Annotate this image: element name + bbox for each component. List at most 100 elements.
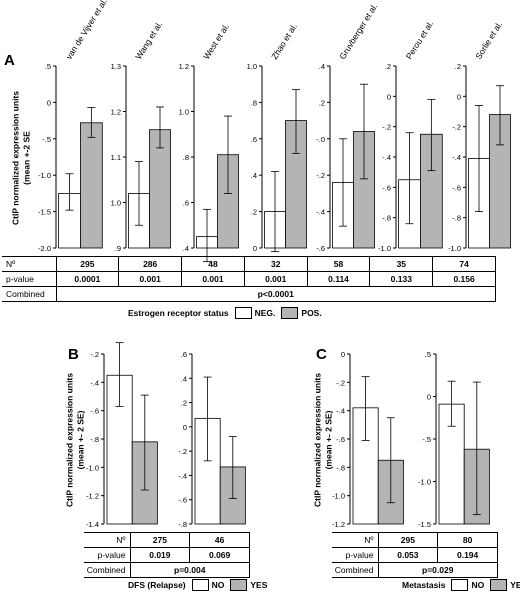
panel-label-c: C bbox=[316, 346, 327, 363]
y-tick-label: -.4 bbox=[336, 407, 345, 416]
y-tick-label: .4 bbox=[183, 244, 189, 253]
p-cell: 0.053 bbox=[377, 547, 439, 563]
y-tick-label: 0 bbox=[47, 98, 51, 107]
y-tick-label: .2 bbox=[385, 62, 391, 71]
y-tick-label: -1.0 bbox=[378, 244, 391, 253]
y-tick-label: 0 bbox=[341, 350, 345, 359]
y-tick-label: 1.0 bbox=[247, 62, 257, 71]
legend-label-no: NO bbox=[211, 580, 225, 590]
table-row: Nº 275 46 bbox=[84, 532, 250, 548]
p-cell: 0.133 bbox=[369, 271, 434, 287]
y-tick-label: -.2 bbox=[90, 350, 99, 359]
legend-swatch-neg bbox=[234, 307, 252, 319]
legend-title: Estrogen receptor status bbox=[128, 308, 229, 318]
n-label: Nº bbox=[84, 532, 131, 548]
y-tick-label: -1.5 bbox=[38, 208, 51, 217]
panel-a-legend: Estrogen receptor status NEG. POS. bbox=[128, 307, 322, 319]
y-tick-label: -.4 bbox=[452, 153, 461, 162]
panel-b-table: Nº 275 46 p-value 0.019 0.069 Combined p… bbox=[84, 532, 250, 578]
y-tick-label: .8 bbox=[251, 98, 257, 107]
y-tick-label: -.2 bbox=[316, 171, 325, 180]
panel-label-b: B bbox=[68, 346, 79, 363]
subplot-title: Gruvberger et al. bbox=[337, 2, 379, 61]
n-cell: 74 bbox=[432, 256, 496, 272]
y-tick-label: -.4 bbox=[382, 153, 391, 162]
y-tick-label: -.8 bbox=[452, 214, 461, 223]
p-cell: 0.019 bbox=[129, 547, 191, 563]
p-label: p-value bbox=[2, 271, 57, 287]
legend-swatch-pos bbox=[281, 307, 299, 319]
y-tick-label: .4 bbox=[319, 62, 325, 71]
y-axis-label: (mean +-2 SE bbox=[22, 131, 32, 185]
y-tick-label: .2 bbox=[181, 399, 187, 408]
y-tick-label: -.6 bbox=[382, 183, 391, 192]
y-tick-label: .5 bbox=[425, 350, 431, 359]
y-axis-label: (mean +- 2 SE) bbox=[76, 410, 86, 469]
y-axis-label: CtIP normalized expression units bbox=[313, 373, 323, 507]
table-row: p-value 0.019 0.069 bbox=[84, 547, 250, 563]
p-label: p-value bbox=[332, 547, 379, 563]
subplot-title: Zhao et al. bbox=[269, 22, 299, 61]
p-cell: 0.001 bbox=[181, 271, 245, 287]
n-label: Nº bbox=[2, 256, 57, 272]
panel-a-table: Nº 295 286 48 32 58 35 74 p-value 0.0001… bbox=[2, 256, 496, 302]
table-row: p-value 0.0001 0.001 0.001 0.001 0.114 0… bbox=[2, 271, 496, 287]
y-tick-label: .9 bbox=[115, 244, 121, 253]
subplot-title: Wang et al. bbox=[133, 20, 164, 62]
y-tick-label: -1.2 bbox=[332, 520, 345, 529]
y-tick-label: .4 bbox=[251, 171, 257, 180]
legend-label-neg: NEG. bbox=[254, 308, 276, 318]
combined-cell: p=0.029 bbox=[377, 562, 498, 578]
y-tick-label: -1.0 bbox=[38, 171, 51, 180]
legend-swatch-yes bbox=[490, 579, 508, 591]
p-cell: 0.114 bbox=[306, 271, 371, 287]
y-tick-label: .2 bbox=[251, 208, 257, 217]
y-tick-label: 0 bbox=[253, 244, 257, 253]
y-axis-label: CtIP normalized expression units bbox=[11, 91, 21, 225]
y-tick-label: -.8 bbox=[90, 435, 99, 444]
p-cell: 0.0001 bbox=[55, 271, 120, 287]
y-tick-label: -.8 bbox=[382, 214, 391, 223]
y-tick-label: -1.5 bbox=[418, 520, 431, 529]
legend-label-no: NO bbox=[471, 580, 485, 590]
y-tick-label: 1.1 bbox=[111, 153, 121, 162]
p-label: p-value bbox=[84, 547, 131, 563]
y-tick-label: -.2 bbox=[452, 123, 461, 132]
p-cell: 0.069 bbox=[189, 547, 250, 563]
combined-label: Combined bbox=[2, 286, 57, 302]
n-cell: 286 bbox=[118, 256, 183, 272]
n-cell: 275 bbox=[129, 532, 191, 548]
y-tick-label: .6 bbox=[181, 350, 187, 359]
y-tick-label: -.5 bbox=[42, 135, 51, 144]
legend-label-pos: POS. bbox=[301, 308, 322, 318]
y-tick-label: 0 bbox=[457, 92, 461, 101]
n-cell: 46 bbox=[189, 532, 250, 548]
combined-label: Combined bbox=[332, 562, 379, 578]
y-tick-label: -.4 bbox=[316, 208, 325, 217]
y-axis-label: CtIP normalized expression units bbox=[65, 373, 75, 507]
n-cell: 295 bbox=[377, 532, 439, 548]
legend-swatch-yes bbox=[230, 579, 248, 591]
table-row: Combined p=0.029 bbox=[332, 562, 498, 578]
y-tick-label: -2.0 bbox=[38, 244, 51, 253]
y-tick-label: -.4 bbox=[90, 378, 99, 387]
y-tick-label: -1.2 bbox=[86, 492, 99, 501]
y-tick-label: -1.0 bbox=[332, 492, 345, 501]
table-row: Combined p=0.004 bbox=[84, 562, 250, 578]
y-tick-label: -.6 bbox=[452, 183, 461, 192]
y-tick-label: -.6 bbox=[90, 407, 99, 416]
legend-swatch-no bbox=[451, 579, 469, 591]
y-tick-label: -1.4 bbox=[86, 520, 99, 529]
p-cell: 0.194 bbox=[437, 547, 498, 563]
legend-swatch-no bbox=[191, 579, 209, 591]
y-tick-label: -1.0 bbox=[418, 478, 431, 487]
table-row: Nº 295 286 48 32 58 35 74 bbox=[2, 256, 496, 272]
y-tick-label: .2 bbox=[319, 98, 325, 107]
combined-cell: p=0.004 bbox=[129, 562, 250, 578]
n-cell: 80 bbox=[437, 532, 498, 548]
panel-label-a: A bbox=[4, 52, 15, 69]
y-tick-label: -.8 bbox=[178, 520, 187, 529]
y-tick-label: -.6 bbox=[316, 244, 325, 253]
n-cell: 48 bbox=[181, 256, 245, 272]
n-cell: 295 bbox=[55, 256, 120, 272]
